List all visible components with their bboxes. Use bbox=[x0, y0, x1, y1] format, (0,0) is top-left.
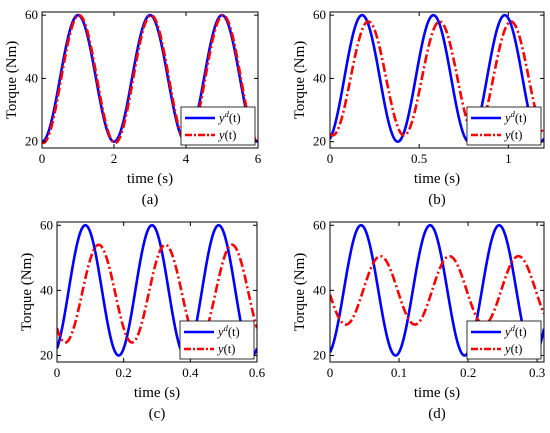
panel-label: (d) bbox=[428, 406, 446, 422]
x-tick-label: 0.5 bbox=[411, 151, 427, 166]
reference-line-2 bbox=[330, 13, 544, 143]
x-tick-label: 0 bbox=[39, 151, 46, 166]
x-tick-label: 0 bbox=[327, 365, 334, 380]
panel-label: (c) bbox=[149, 406, 166, 422]
legend-label: y(t) bbox=[216, 342, 235, 356]
x-tick-label: 0.6 bbox=[249, 365, 266, 380]
chart-panel-2: 0 0.5 1 20 40 60 time (s) Torque (Nm) (b) yd(t) y(… bbox=[292, 7, 545, 208]
legend-label: y(t) bbox=[503, 342, 522, 356]
x-tick-label: 1 bbox=[505, 151, 512, 166]
y-axis-label: Torque (Nm) bbox=[19, 253, 35, 332]
output-line-2 bbox=[330, 20, 544, 137]
y-axis-label: Torque (Nm) bbox=[292, 253, 308, 332]
y-tick-label: 40 bbox=[313, 282, 326, 297]
y-tick-label: 20 bbox=[25, 134, 38, 149]
x-axis-label: time (s) bbox=[414, 385, 460, 401]
output-line-4 bbox=[330, 254, 544, 326]
legend: yd(t) y(t) bbox=[466, 106, 542, 146]
y-tick-label: 20 bbox=[40, 347, 53, 362]
legend: yd(t) y(t) bbox=[466, 320, 542, 360]
legend-label: yd(t) bbox=[216, 323, 240, 339]
legend-label: yd(t) bbox=[503, 109, 527, 125]
y-tick-label: 60 bbox=[25, 7, 38, 22]
chart-panel-1: 0 2 4 6 20 40 60 time (s) Torque (Nm) (a) yd(t) y(t… bbox=[4, 7, 262, 208]
panel-label: (b) bbox=[428, 192, 446, 208]
x-tick-label: 0.3 bbox=[529, 365, 545, 380]
x-tick-label: 0 bbox=[54, 365, 61, 380]
panel-label: (a) bbox=[142, 192, 159, 208]
reference-line-4 bbox=[330, 223, 544, 357]
legend-label: yd(t) bbox=[217, 109, 241, 125]
reference-line-3 bbox=[57, 223, 257, 357]
x-tick-label: 4 bbox=[183, 151, 190, 166]
legend-box bbox=[179, 320, 255, 360]
chart-panel-3: 0 0.2 0.4 0.6 20 40 60 time (s) Torque (Nm) (c) yd… bbox=[19, 217, 266, 422]
y-tick-label: 40 bbox=[313, 70, 326, 85]
legend-box bbox=[466, 320, 542, 360]
plot-frame bbox=[56, 221, 258, 363]
x-tick-label: 0.4 bbox=[182, 365, 199, 380]
y-tick-label: 60 bbox=[313, 7, 326, 22]
y-tick-label: 20 bbox=[313, 347, 326, 362]
y-axis-label: Torque (Nm) bbox=[4, 41, 20, 120]
x-tick-label: 0.1 bbox=[391, 365, 407, 380]
x-axis-label: time (s) bbox=[127, 171, 173, 187]
plot-frame bbox=[329, 11, 545, 149]
x-axis-label: time (s) bbox=[134, 385, 180, 401]
legend: yd(t) y(t) bbox=[180, 106, 256, 146]
plot-frame bbox=[41, 11, 259, 149]
legend-label: y(t) bbox=[503, 128, 522, 142]
legend-label: y(t) bbox=[217, 128, 236, 142]
y-tick-label: 60 bbox=[313, 217, 326, 232]
legend-box bbox=[180, 106, 256, 146]
output-line-1 bbox=[42, 13, 258, 145]
legend: yd(t) y(t) bbox=[179, 320, 255, 360]
x-tick-label: 6 bbox=[255, 151, 262, 166]
legend-box bbox=[466, 106, 542, 146]
y-axis-label: Torque (Nm) bbox=[292, 41, 308, 120]
y-tick-label: 20 bbox=[313, 134, 326, 149]
legend-label: yd(t) bbox=[503, 323, 527, 339]
x-tick-label: 0 bbox=[327, 151, 334, 166]
x-tick-label: 0.2 bbox=[460, 365, 476, 380]
chart-panel-4: 0 0.1 0.2 0.3 20 40 60 time (s) Torque (Nm) (d) yd… bbox=[292, 217, 545, 422]
x-axis-label: time (s) bbox=[414, 171, 460, 187]
x-tick-label: 2 bbox=[111, 151, 118, 166]
y-tick-label: 60 bbox=[40, 217, 53, 232]
plot-frame bbox=[329, 221, 545, 363]
output-line-3 bbox=[57, 243, 257, 344]
x-tick-label: 0.2 bbox=[116, 365, 132, 380]
y-tick-label: 40 bbox=[40, 282, 53, 297]
y-tick-label: 40 bbox=[25, 70, 38, 85]
